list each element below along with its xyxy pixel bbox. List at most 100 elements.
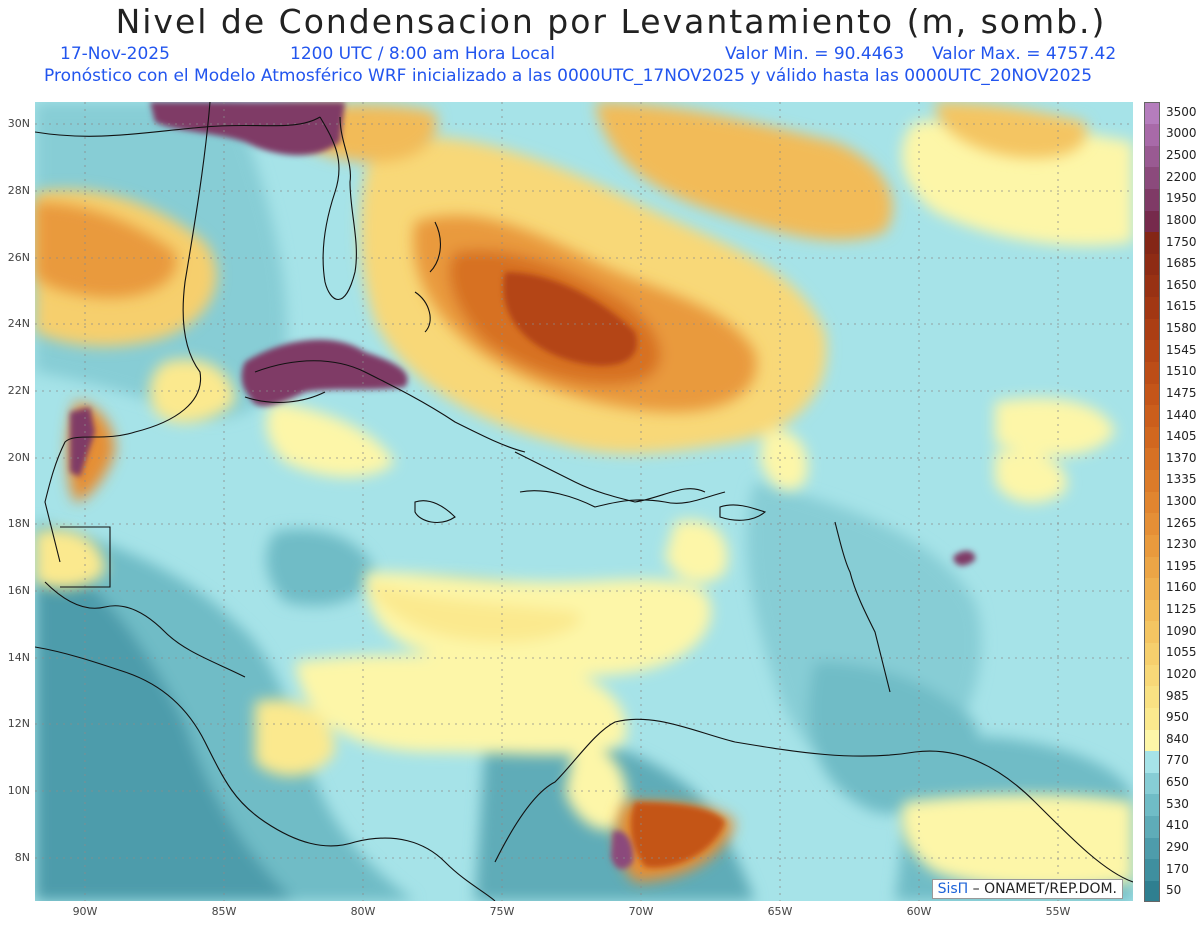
colorbar-tick-label: 840: [1166, 731, 1189, 746]
colorbar-tick-label: 1090: [1166, 623, 1197, 638]
colorbar-tick-label: 1580: [1166, 321, 1197, 336]
page-title: Nivel de Condensacion por Levantamiento …: [115, 2, 1107, 41]
lon-label: 60W: [906, 905, 932, 918]
colorbar-swatch: [1144, 188, 1160, 211]
lat-label: 18N: [7, 517, 30, 530]
colorbar-swatch: [1144, 880, 1160, 903]
colorbar-swatch: [1144, 750, 1160, 773]
colorbar-swatch: [1144, 577, 1160, 600]
colorbar-swatch: [1144, 231, 1160, 254]
lat-label: 14N: [7, 651, 30, 664]
colorbar-swatch: [1144, 707, 1160, 730]
colorbar-swatch: [1144, 620, 1160, 644]
colorbar-swatch: [1144, 166, 1160, 189]
colorbar-swatch: [1144, 447, 1160, 471]
colorbar-tick-label: 1615: [1166, 299, 1197, 314]
lat-label: 10N: [7, 784, 30, 797]
colorbar-swatch: [1144, 512, 1160, 535]
colorbar-swatch: [1144, 210, 1160, 233]
colorbar-tick-label: 1335: [1166, 472, 1197, 487]
colorbar-tick-label: 985: [1166, 688, 1189, 703]
lon-label: 85W: [211, 905, 237, 918]
coastlines: [35, 102, 1133, 901]
colorbar-tick-label: 950: [1166, 710, 1189, 725]
colorbar-tick-label: 1440: [1166, 407, 1197, 422]
colorbar-swatch: [1144, 274, 1160, 298]
lat-label: 26N: [7, 251, 30, 264]
lat-label: 12N: [7, 717, 30, 730]
lat-label: 30N: [7, 117, 30, 130]
lon-label: 90W: [72, 905, 98, 918]
max-value: Valor Max. = 4757.42: [932, 44, 1117, 64]
colorbar-tick-label: 1020: [1166, 666, 1197, 681]
colorbar-swatch: [1144, 858, 1160, 881]
colorbar-tick-label: 1125: [1166, 602, 1197, 617]
colorbar-tick-label: 1055: [1166, 645, 1197, 660]
lat-label: 28N: [7, 184, 30, 197]
credit-brand: SisΠ: [937, 881, 969, 897]
colorbar-swatch: [1144, 793, 1160, 816]
colorbar-tick-label: 1405: [1166, 429, 1197, 444]
colorbar: [1144, 102, 1160, 903]
colorbar-swatch: [1144, 383, 1160, 406]
colorbar-tick-label: 1230: [1166, 537, 1197, 552]
colorbar-tick-label: 1685: [1166, 256, 1197, 271]
colorbar-swatch: [1144, 469, 1160, 492]
min-value: Valor Min. = 90.4463: [725, 44, 905, 64]
colorbar-swatch: [1144, 491, 1160, 514]
colorbar-swatch: [1144, 404, 1160, 427]
colorbar-tick-label: 3500: [1166, 104, 1197, 119]
lon-label: 80W: [350, 905, 376, 918]
lcl-peak-shading: [503, 272, 725, 868]
lat-label: 20N: [7, 451, 30, 464]
colorbar-tick-label: 2500: [1166, 148, 1197, 163]
colorbar-tick-label: 1195: [1166, 558, 1197, 573]
colorbar-tick-label: 290: [1166, 839, 1189, 854]
colorbar-swatch: [1144, 815, 1160, 838]
lat-label: 22N: [7, 384, 30, 397]
colorbar-tick-label: 1650: [1166, 277, 1197, 292]
colorbar-swatch: [1144, 664, 1160, 687]
colorbar-tick-label: 1370: [1166, 450, 1197, 465]
colorbar-tick-label: 1800: [1166, 212, 1197, 227]
colorbar-swatch: [1144, 339, 1160, 362]
colorbar-swatch: [1144, 642, 1160, 665]
lat-label: 16N: [7, 584, 30, 597]
lcl-max-shading: [70, 102, 976, 869]
forecast-time: 1200 UTC / 8:00 am Hora Local: [290, 44, 555, 64]
colorbar-tick-label: 1545: [1166, 342, 1197, 357]
lon-label: 55W: [1045, 905, 1071, 918]
colorbar-tick-label: 3000: [1166, 126, 1197, 141]
colorbar-swatch: [1144, 426, 1160, 449]
colorbar-swatch: [1144, 296, 1160, 319]
colorbar-swatch: [1144, 102, 1160, 125]
colorbar-swatch: [1144, 772, 1160, 795]
lat-label: 8N: [14, 851, 30, 864]
colorbar-swatch: [1144, 685, 1160, 708]
colorbar-tick-label: 1950: [1166, 191, 1197, 206]
credit-text: – ONAMET/REP.DOM.: [968, 881, 1117, 897]
lon-label: 75W: [489, 905, 515, 918]
colorbar-tick-label: 1265: [1166, 515, 1197, 530]
forecast-date: 17-Nov-2025: [60, 44, 170, 64]
colorbar-swatch: [1144, 145, 1160, 168]
colorbar-swatch: [1144, 837, 1160, 860]
lat-label: 24N: [7, 317, 30, 330]
graticule: [35, 102, 1133, 901]
colorbar-tick-label: 410: [1166, 818, 1189, 833]
lon-label: 65W: [767, 905, 793, 918]
colorbar-tick-label: 2200: [1166, 169, 1197, 184]
colorbar-swatch: [1144, 253, 1160, 276]
colorbar-tick-label: 1160: [1166, 580, 1197, 595]
colorbar-swatch: [1144, 123, 1160, 146]
colorbar-tick-label: 1750: [1166, 234, 1197, 249]
model-info: Pronóstico con el Modelo Atmosférico WRF…: [44, 66, 1093, 86]
colorbar-tick-label: 1475: [1166, 385, 1197, 400]
lon-label: 70W: [628, 905, 654, 918]
colorbar-swatch: [1144, 534, 1160, 557]
colorbar-tick-label: 650: [1166, 775, 1189, 790]
forecast-map: SisΠ – ONAMET/REP.DOM.: [35, 102, 1133, 901]
colorbar-swatch: [1144, 318, 1160, 341]
colorbar-swatch: [1144, 599, 1160, 622]
colorbar-tick-label: 1510: [1166, 364, 1197, 379]
